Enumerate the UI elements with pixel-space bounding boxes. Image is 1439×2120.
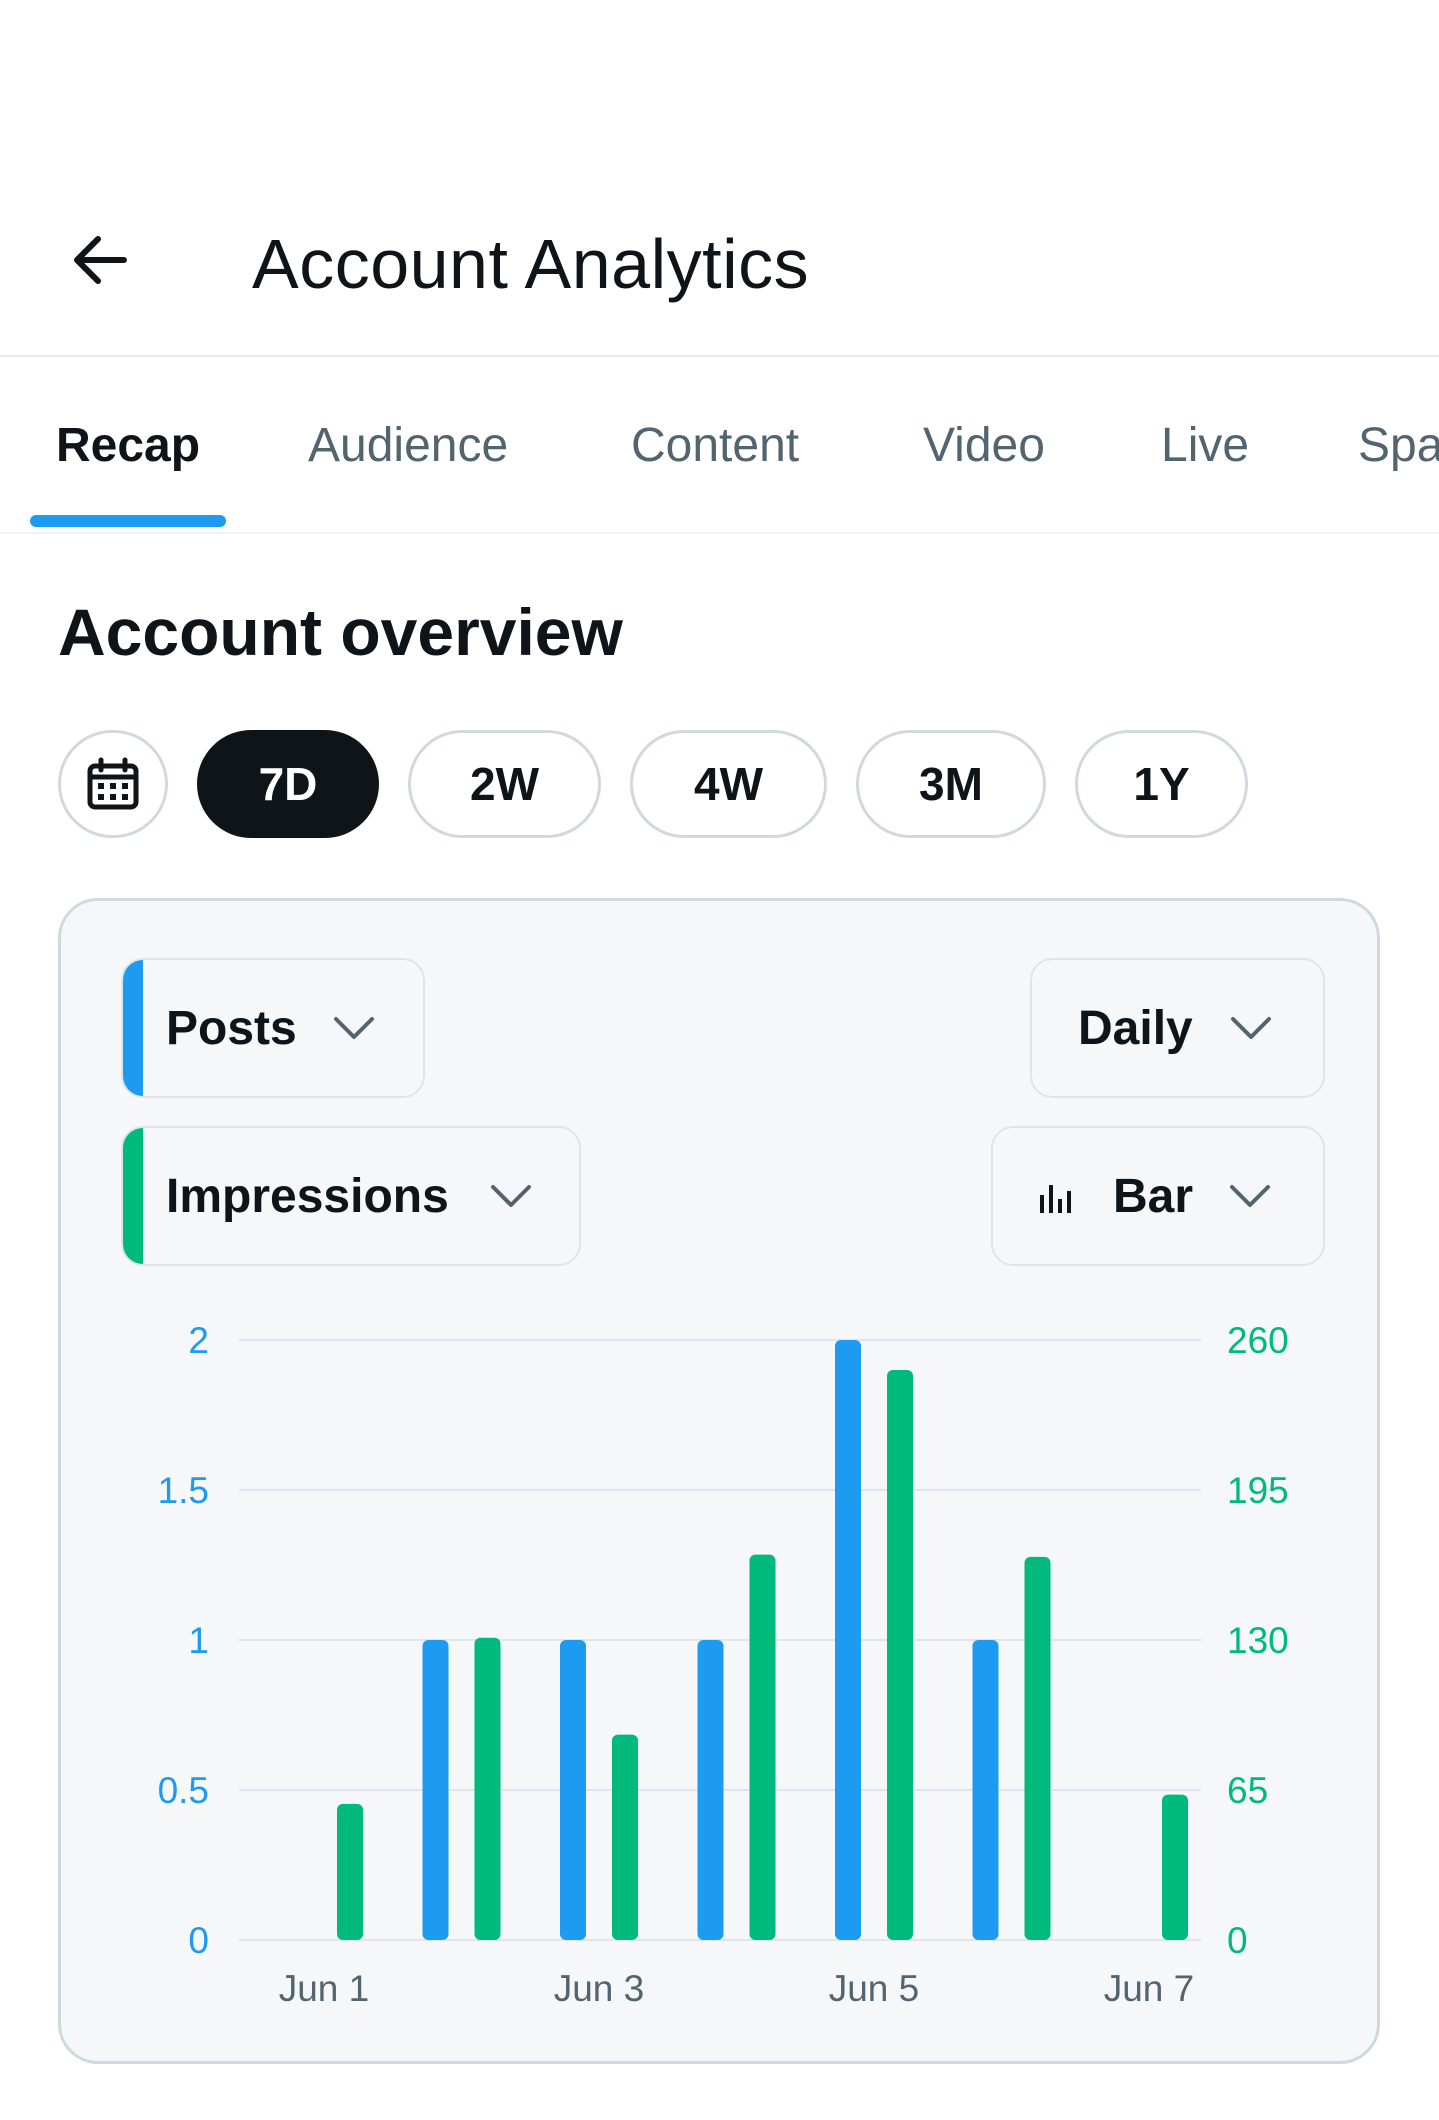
bar-chart-icon [1040,1185,1071,1213]
x-tick-label: Jun 1 [279,1968,370,2009]
chart-type-select-label: Bar [1113,1169,1194,1223]
impressions-color-swatch [123,1128,143,1264]
chevron-down-icon [491,1185,531,1207]
posts-color-swatch [123,960,143,1096]
granularity-select-label: Daily [1078,1001,1193,1055]
tab-live[interactable]: Live [1161,419,1250,472]
chevron-down-icon [334,1017,374,1039]
x-tick-label: Jun 3 [554,1968,645,2009]
back-button[interactable] [62,222,138,298]
bar-posts [835,1340,861,1940]
y-left-tick-label: 1.5 [158,1470,209,1511]
range-7d-button[interactable]: 7D [197,730,379,838]
range-2w-button[interactable]: 2W [408,730,601,838]
bar-chart: 0 0 0.5 65 1 130 1.5 195 2 260 Jun 1 Jun 3 Jun 5 Jun … [158,1320,1289,2009]
tab-audience[interactable]: Audience [308,419,509,472]
y-left-tick-label: 0 [188,1920,209,1961]
chart-card: Posts Daily Impressions Bar 0 0 0.5 65 1 130 1… [58,898,1380,2064]
y-right-tick-label: 195 [1227,1470,1289,1511]
bar-impressions [337,1803,363,1940]
bar-impressions [887,1370,913,1940]
app-header: Account Analytics [0,0,1439,357]
bar-impressions [1024,1556,1051,1940]
metric-select-posts-label: Posts [166,1001,297,1055]
bar-impressions [612,1734,638,1940]
bar-posts [697,1640,724,1940]
chevron-down-icon [1230,1185,1270,1207]
bar-impressions [749,1554,776,1940]
calendar-icon [87,757,139,810]
active-tab-indicator [30,515,226,527]
y-right-tick-label: 130 [1227,1620,1289,1661]
y-left-tick-label: 0.5 [158,1770,209,1811]
page-title: Account Analytics [252,225,810,303]
y-left-tick-label: 1 [188,1620,209,1661]
section-title: Account overview [58,595,623,669]
metric-select-impressions[interactable]: Impressions [121,1126,581,1266]
y-right-tick-label: 65 [1227,1770,1268,1811]
arrow-left-icon [74,236,127,284]
tab-content[interactable]: Content [631,419,800,472]
calendar-button[interactable] [58,730,168,838]
bar-impressions [1162,1794,1188,1940]
chart-type-select[interactable]: Bar [991,1126,1325,1266]
y-right-tick-label: 0 [1227,1920,1248,1961]
metric-select-impressions-label: Impressions [166,1169,449,1223]
bar-posts [560,1640,586,1940]
granularity-select[interactable]: Daily [1030,958,1325,1098]
tab-spaces[interactable]: Spa [1358,419,1439,472]
tab-recap[interactable]: Recap [56,419,201,472]
bar-impressions [474,1637,501,1940]
tab-bar: Recap Audience Content Video Live Spa [0,356,1439,534]
chevron-down-icon [1231,1017,1271,1039]
y-right-tick-label: 260 [1227,1320,1289,1361]
range-3m-button[interactable]: 3M [856,730,1046,838]
x-tick-label: Jun 7 [1104,1968,1195,2009]
range-4w-button[interactable]: 4W [630,730,827,838]
bar-posts [972,1640,999,1940]
bar-posts [422,1640,449,1940]
range-1y-button[interactable]: 1Y [1075,730,1248,838]
tab-video[interactable]: Video [923,419,1045,472]
x-tick-label: Jun 5 [829,1968,920,2009]
metric-select-posts[interactable]: Posts [121,958,425,1098]
y-left-tick-label: 2 [188,1320,209,1361]
